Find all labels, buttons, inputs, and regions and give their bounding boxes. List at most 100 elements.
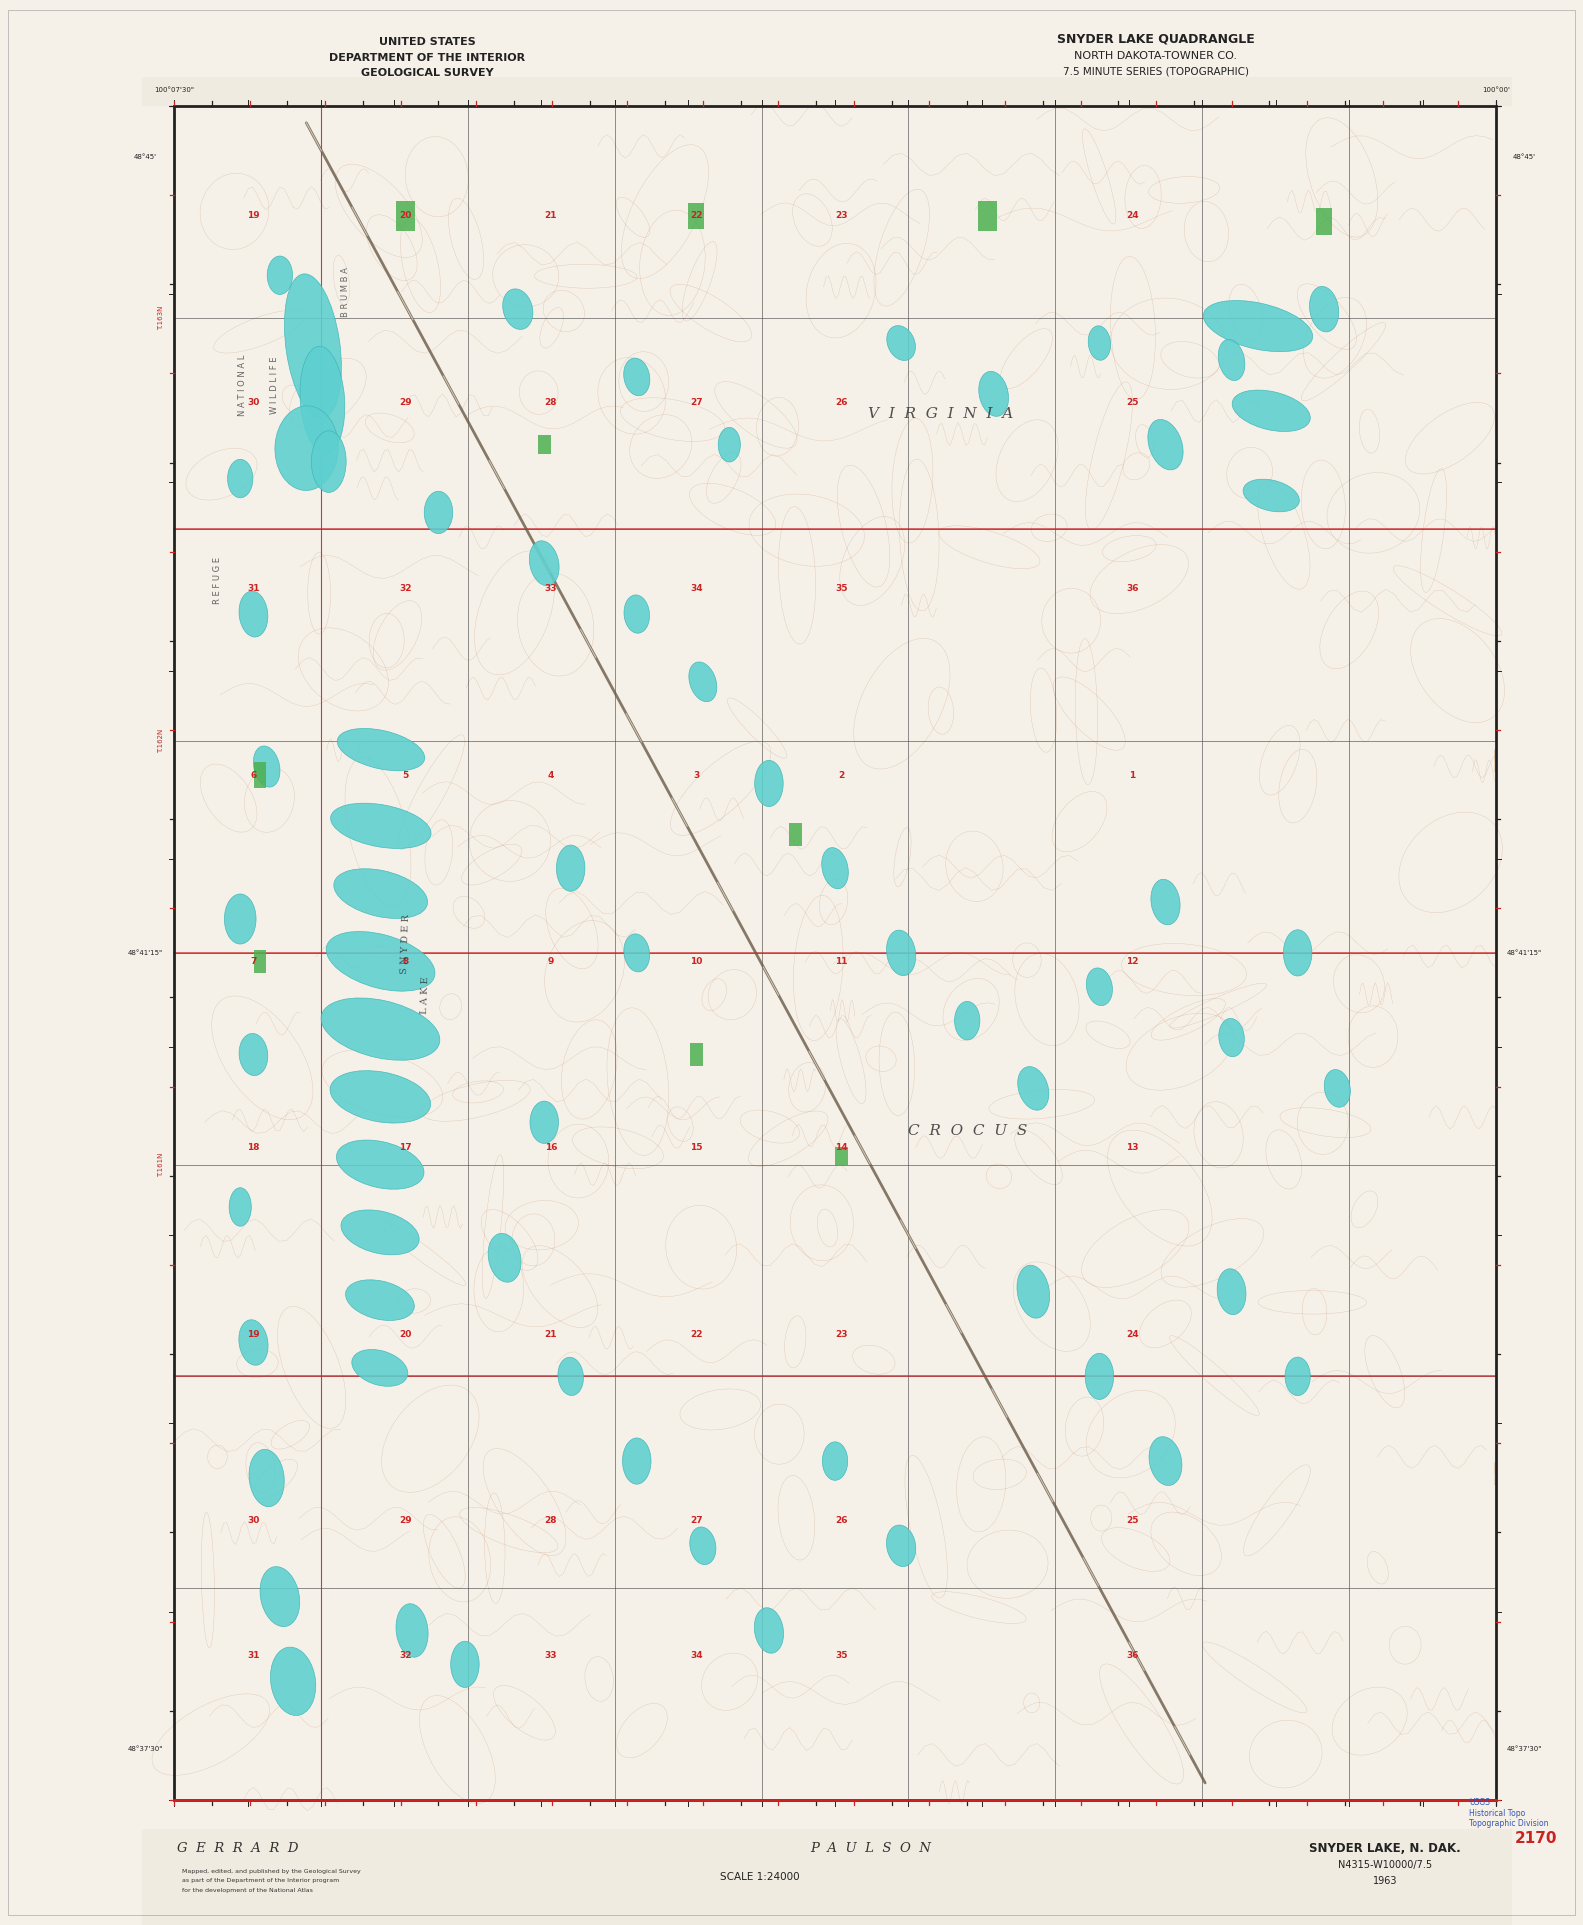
Ellipse shape — [230, 1188, 252, 1226]
Bar — [689, 202, 704, 229]
Ellipse shape — [340, 1211, 419, 1255]
Text: 20: 20 — [399, 1330, 412, 1338]
Ellipse shape — [530, 1101, 559, 1143]
Ellipse shape — [1016, 1265, 1050, 1319]
Ellipse shape — [886, 325, 915, 360]
Text: 33: 33 — [545, 583, 557, 593]
Ellipse shape — [268, 256, 293, 295]
Bar — [142, 77, 1512, 106]
Text: 9: 9 — [548, 957, 554, 966]
Bar — [690, 1043, 703, 1066]
Text: 48°37'30": 48°37'30" — [128, 1746, 163, 1752]
Bar — [978, 200, 997, 231]
Ellipse shape — [260, 1567, 299, 1627]
Ellipse shape — [1088, 325, 1111, 360]
Text: 30: 30 — [247, 398, 260, 406]
Ellipse shape — [719, 427, 741, 462]
Text: 34: 34 — [690, 583, 703, 593]
Text: as part of the Department of the Interior program: as part of the Department of the Interio… — [182, 1879, 339, 1883]
Ellipse shape — [624, 358, 651, 397]
Bar — [253, 949, 266, 972]
Ellipse shape — [622, 1438, 651, 1484]
Bar — [174, 106, 1496, 1800]
Text: 33: 33 — [545, 1652, 557, 1661]
Ellipse shape — [271, 1648, 315, 1715]
Text: 28: 28 — [545, 1515, 557, 1525]
Ellipse shape — [337, 1140, 424, 1190]
Ellipse shape — [1217, 1269, 1246, 1315]
Text: 48°41'15": 48°41'15" — [1507, 949, 1542, 957]
Text: 36: 36 — [1126, 583, 1138, 593]
Ellipse shape — [1285, 1357, 1311, 1396]
Ellipse shape — [225, 893, 256, 943]
Ellipse shape — [285, 273, 342, 418]
Text: 20: 20 — [399, 212, 412, 221]
Text: 17: 17 — [399, 1143, 412, 1153]
Text: 26: 26 — [836, 398, 848, 406]
Text: 1963: 1963 — [1372, 1875, 1398, 1886]
Ellipse shape — [239, 591, 268, 637]
Text: 32: 32 — [399, 1652, 412, 1661]
Ellipse shape — [1018, 1066, 1050, 1111]
Text: 24: 24 — [1126, 212, 1138, 221]
Text: 21: 21 — [545, 212, 557, 221]
Text: UNITED STATES: UNITED STATES — [378, 37, 476, 48]
Bar — [788, 822, 801, 845]
Text: N4315-W10000/7.5: N4315-W10000/7.5 — [1338, 1860, 1433, 1871]
Text: Mapped, edited, and published by the Geological Survey: Mapped, edited, and published by the Geo… — [182, 1869, 361, 1873]
Text: 26: 26 — [836, 1515, 848, 1525]
Ellipse shape — [249, 1450, 285, 1507]
Ellipse shape — [823, 1442, 847, 1480]
Text: 32: 32 — [399, 583, 412, 593]
Text: 35: 35 — [836, 1652, 848, 1661]
Bar — [396, 200, 415, 231]
Text: 31: 31 — [247, 583, 260, 593]
Ellipse shape — [624, 934, 649, 972]
Ellipse shape — [228, 460, 253, 499]
Bar — [174, 106, 1496, 1800]
Text: N A T I O N A L: N A T I O N A L — [239, 354, 247, 416]
Ellipse shape — [503, 289, 533, 329]
Text: 14: 14 — [836, 1143, 848, 1153]
Text: 25: 25 — [1126, 398, 1138, 406]
Text: 48°41'15": 48°41'15" — [128, 949, 163, 957]
Text: 12: 12 — [1126, 957, 1138, 966]
Ellipse shape — [239, 1034, 268, 1076]
Text: T.162N: T.162N — [158, 730, 165, 753]
Text: 19: 19 — [247, 1330, 260, 1338]
Text: 31: 31 — [247, 1652, 260, 1661]
Ellipse shape — [351, 1349, 408, 1386]
Ellipse shape — [886, 930, 915, 976]
Ellipse shape — [331, 1070, 431, 1122]
Ellipse shape — [978, 372, 1008, 416]
Ellipse shape — [1149, 1436, 1183, 1486]
Text: 35: 35 — [836, 583, 848, 593]
Ellipse shape — [689, 662, 717, 703]
Ellipse shape — [1203, 300, 1312, 352]
Text: 23: 23 — [836, 212, 848, 221]
Text: 5: 5 — [402, 770, 408, 780]
Text: 2170: 2170 — [1515, 1831, 1556, 1846]
Ellipse shape — [1325, 1070, 1350, 1107]
Text: 13: 13 — [1126, 1143, 1138, 1153]
Ellipse shape — [345, 1280, 415, 1321]
Text: W I L D L I F E: W I L D L I F E — [271, 356, 279, 414]
Ellipse shape — [557, 1357, 584, 1396]
Text: 22: 22 — [690, 1330, 703, 1338]
Text: 6: 6 — [250, 770, 256, 780]
Ellipse shape — [755, 1607, 784, 1654]
Ellipse shape — [1243, 479, 1300, 512]
Ellipse shape — [886, 1525, 917, 1567]
Text: SNYDER LAKE QUADRANGLE: SNYDER LAKE QUADRANGLE — [1057, 33, 1254, 44]
Ellipse shape — [488, 1234, 521, 1282]
Text: 18: 18 — [247, 1143, 260, 1153]
Text: SNYDER LAKE, N. DAK.: SNYDER LAKE, N. DAK. — [1309, 1842, 1461, 1854]
Text: 29: 29 — [399, 1515, 412, 1525]
Ellipse shape — [1232, 391, 1311, 431]
Ellipse shape — [755, 760, 784, 807]
Text: 36: 36 — [1126, 1652, 1138, 1661]
Text: NORTH DAKOTA-TOWNER CO.: NORTH DAKOTA-TOWNER CO. — [1075, 50, 1236, 62]
Ellipse shape — [451, 1642, 480, 1688]
Text: 48°37'30": 48°37'30" — [1507, 1746, 1542, 1752]
Text: 48°45': 48°45' — [135, 154, 157, 160]
